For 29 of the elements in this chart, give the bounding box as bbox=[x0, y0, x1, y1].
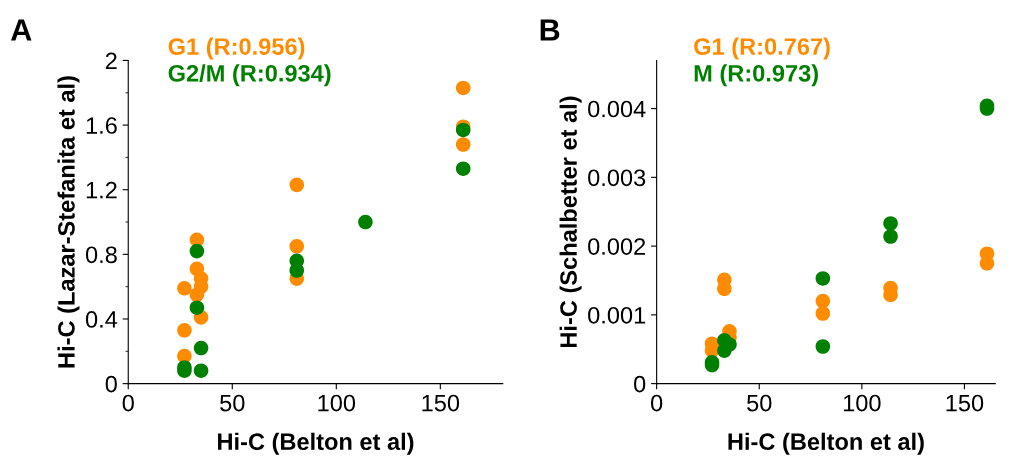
y-tick-label: 0.001 bbox=[588, 306, 646, 324]
text: G1 (R:0.767) bbox=[694, 37, 830, 60]
x-tick-label: 50 bbox=[220, 394, 245, 412]
x-tick-label: 0 bbox=[122, 394, 134, 412]
text: G1 (R:0.956) bbox=[168, 37, 305, 60]
x-tick-label: 50 bbox=[747, 394, 772, 412]
x-tick-label: 150 bbox=[422, 394, 460, 412]
x-tick-label: 0 bbox=[651, 394, 663, 412]
y-tick-label: 0.8 bbox=[85, 246, 117, 264]
y-tick-label: 0 bbox=[634, 375, 646, 393]
x-tick-label: 100 bbox=[843, 394, 881, 412]
y-axis-title: Hi-C (Schalbetter et al) bbox=[559, 96, 582, 348]
y-tick-label: 0.004 bbox=[588, 100, 646, 118]
chart-title: A bbox=[11, 19, 32, 41]
y-tick-label: 0 bbox=[105, 375, 117, 393]
y-tick-label: 1.2 bbox=[86, 181, 117, 199]
y-tick-label: 0.002 bbox=[588, 238, 646, 255]
y-tick-label: 0.003 bbox=[588, 169, 646, 187]
text: M (R:0.973) bbox=[694, 64, 818, 87]
y-tick-label: 0.4 bbox=[85, 311, 118, 328]
x-axis-title: Hi-C (Belton et al) bbox=[218, 432, 414, 455]
y-tick-label: 1.6 bbox=[86, 117, 117, 134]
y-axis-title: Hi-C (Lazar-Stefanita et al) bbox=[57, 76, 80, 368]
y-tick-label: 2 bbox=[105, 52, 117, 70]
chart-title: B bbox=[540, 19, 560, 41]
text: G2/M (R:0.934) bbox=[168, 64, 331, 87]
x-tick-label: 100 bbox=[318, 394, 356, 412]
x-axis-title: Hi-C (Belton et al) bbox=[728, 432, 924, 455]
x-tick-label: 150 bbox=[946, 394, 984, 412]
